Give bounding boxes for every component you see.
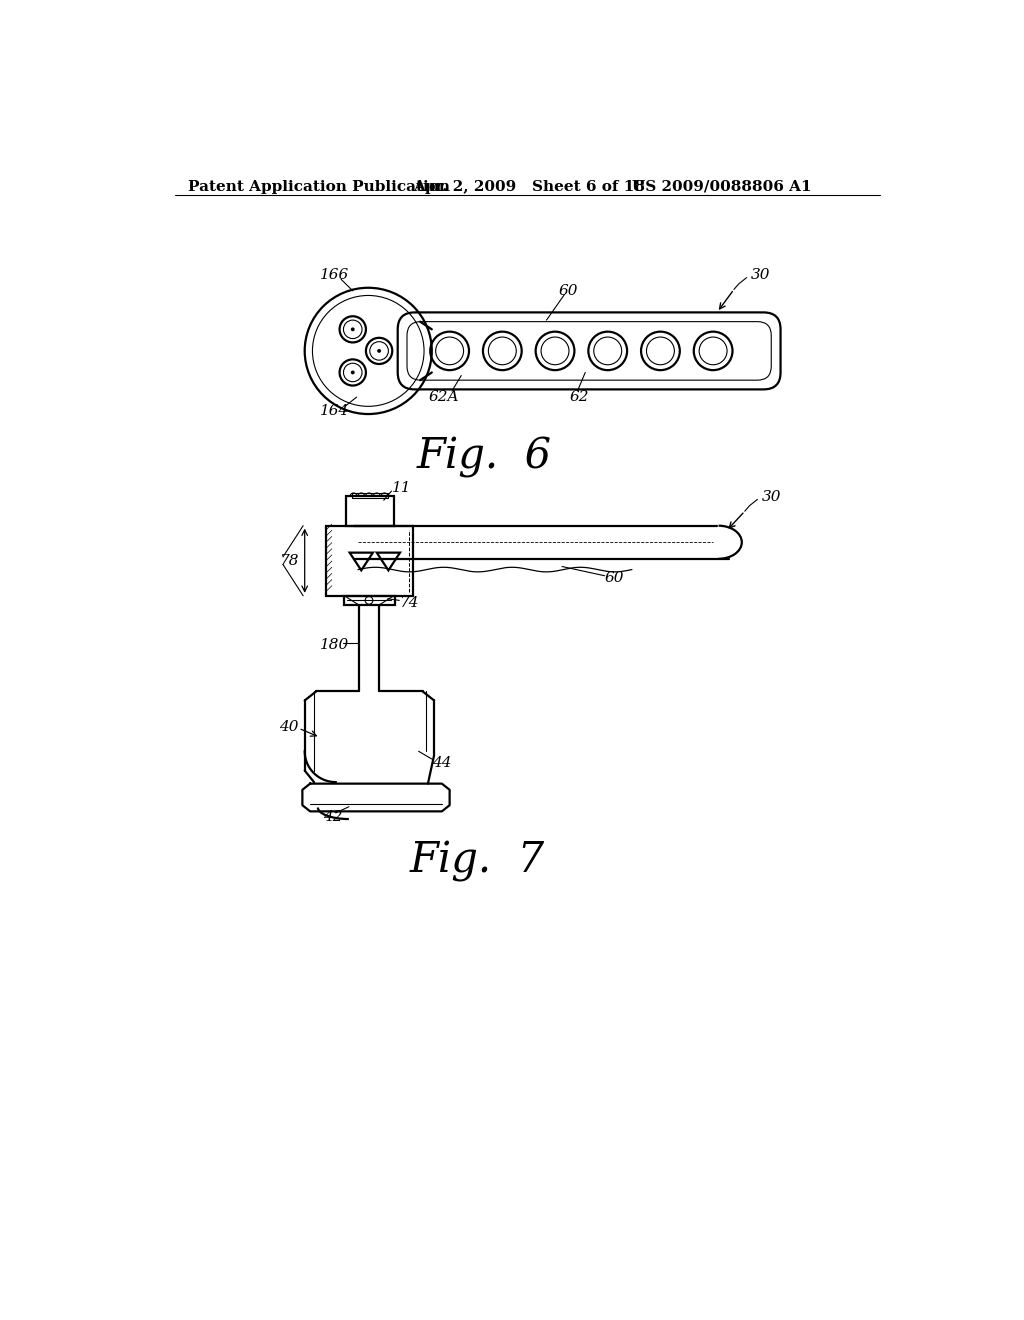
Bar [352, 494, 388, 498]
Text: 11: 11 [391, 480, 411, 495]
Bar [326, 525, 414, 595]
Text: 42: 42 [324, 809, 343, 824]
Text: 40: 40 [280, 719, 299, 734]
Text: 166: 166 [321, 268, 349, 282]
Text: 78: 78 [280, 553, 299, 568]
Text: Fig.  6: Fig. 6 [417, 436, 552, 478]
Text: 74: 74 [399, 595, 419, 610]
Ellipse shape [377, 348, 381, 352]
Text: 30: 30 [762, 490, 781, 504]
Text: Fig.  7: Fig. 7 [410, 840, 545, 882]
Text: Patent Application Publication: Patent Application Publication [188, 180, 451, 194]
Ellipse shape [351, 327, 354, 331]
Text: 30: 30 [751, 268, 771, 282]
Text: 164: 164 [321, 404, 349, 418]
Bar [344, 595, 394, 605]
Text: 60: 60 [604, 572, 624, 585]
Bar [346, 496, 394, 525]
Text: 44: 44 [432, 756, 452, 770]
Text: US 2009/0088806 A1: US 2009/0088806 A1 [632, 180, 811, 194]
Text: Apr. 2, 2009   Sheet 6 of 18: Apr. 2, 2009 Sheet 6 of 18 [414, 180, 645, 194]
Text: 62A: 62A [429, 391, 459, 404]
Text: 60: 60 [558, 284, 578, 298]
Text: 62: 62 [569, 391, 589, 404]
Ellipse shape [351, 371, 354, 375]
Text: 180: 180 [321, 638, 349, 652]
